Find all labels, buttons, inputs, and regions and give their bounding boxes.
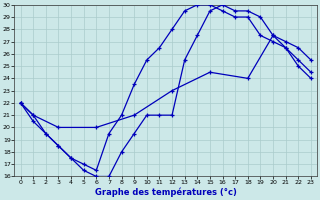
- X-axis label: Graphe des températures (°c): Graphe des températures (°c): [95, 188, 237, 197]
